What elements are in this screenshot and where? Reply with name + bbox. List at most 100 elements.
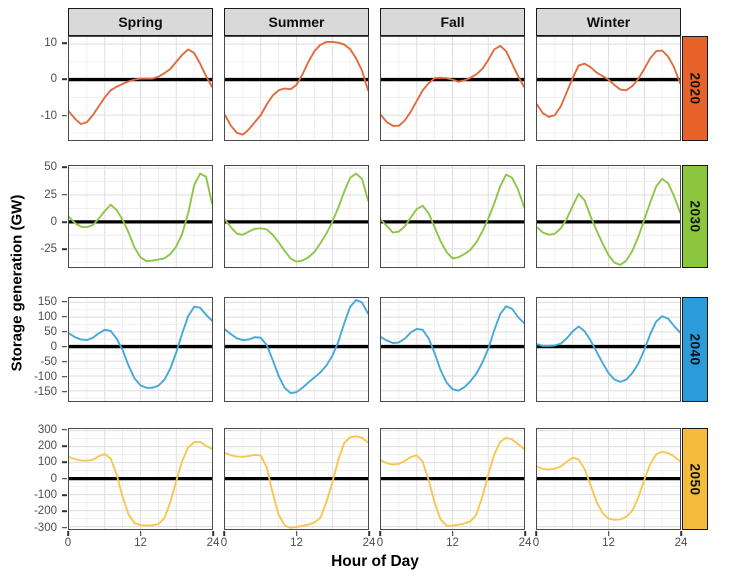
x-axis-ticks-summer: 0 12 24 (220, 531, 375, 551)
x-tick-label: 24 (674, 537, 688, 549)
y-tick-label: 0 (50, 73, 57, 86)
facet-strip-2030: 2030 (682, 165, 708, 268)
x-axis-ticks-fall: 0 12 24 (376, 531, 531, 551)
x-axis-ticks-spring: 0 12 24 (64, 531, 219, 551)
y-tick-mark (62, 375, 67, 378)
y-tick-mark (62, 526, 67, 529)
facet-header-winter: Winter (536, 8, 681, 36)
y-tick-label: 100 (37, 456, 57, 469)
x-tick-label: 24 (362, 537, 376, 549)
panel-2020-summer (224, 36, 369, 141)
panel-2020-winter (536, 36, 681, 141)
x-tick-mark (535, 531, 537, 536)
x-tick-label: 12 (446, 537, 459, 549)
y-tick-mark (62, 428, 67, 431)
panel-2030-spring (68, 165, 213, 268)
y-tick-mark (62, 494, 67, 496)
facet-header-spring: Spring (68, 8, 213, 36)
facet-header-fall: Fall (380, 8, 525, 36)
x-tick-mark (607, 531, 610, 536)
x-tick-mark (524, 531, 526, 536)
plot-2050-summer (225, 429, 368, 529)
panel-2050-winter (536, 428, 681, 530)
y-axis-ticks-2020: 10 0 -10 (0, 36, 68, 141)
x-tick-label: 0 (220, 537, 228, 549)
panel-2040-fall (380, 297, 525, 402)
x-tick-mark (295, 531, 298, 536)
y-tick-mark (62, 221, 67, 223)
y-tick-label: 0 (50, 215, 57, 228)
plot-2020-fall (381, 37, 524, 140)
plot-2020-spring (69, 37, 212, 140)
x-tick-label: 12 (290, 537, 303, 549)
x-tick-label: 24 (518, 537, 532, 549)
y-tick-label: -150 (33, 385, 57, 398)
x-tick-mark (212, 531, 214, 536)
x-tick-label: 12 (602, 537, 615, 549)
y-tick-mark (62, 477, 67, 480)
panel-2030-fall (380, 165, 525, 268)
y-tick-label: -10 (40, 109, 57, 122)
facet-strip-2040-label: 2040 (687, 333, 703, 366)
facet-strip-2020: 2020 (682, 36, 708, 141)
x-tick-label: 0 (376, 537, 384, 549)
y-tick-label: 50 (44, 161, 57, 174)
plot-2030-spring (69, 166, 212, 267)
y-tick-mark (62, 390, 67, 393)
y-tick-label: 0 (50, 472, 57, 485)
x-tick-label: 12 (134, 537, 147, 549)
y-tick-mark (62, 78, 67, 81)
plot-2020-winter (537, 37, 680, 140)
y-tick-mark (62, 510, 67, 513)
panel-2050-fall (380, 428, 525, 530)
y-tick-mark (62, 315, 67, 318)
y-tick-mark (62, 166, 67, 168)
y-tick-label: -300 (33, 521, 57, 534)
y-tick-mark (62, 330, 67, 333)
y-tick-mark (62, 360, 67, 363)
y-tick-mark (62, 461, 67, 464)
y-tick-label: 25 (44, 188, 57, 201)
y-tick-label: -100 (33, 488, 57, 501)
plot-2050-fall (381, 429, 524, 529)
y-tick-label: -100 (33, 370, 57, 383)
facet-header-summer: Summer (224, 8, 369, 36)
x-tick-mark (223, 531, 225, 536)
y-tick-label: 50 (44, 325, 57, 338)
x-tick-mark (67, 531, 69, 536)
y-tick-mark (62, 445, 67, 447)
plot-2050-winter (537, 429, 680, 529)
x-axis-ticks-winter: 0 12 24 (533, 531, 687, 551)
y-axis-ticks-2050: 300 200 100 0 -100 -200 -300 (0, 424, 68, 534)
x-tick-mark (379, 531, 381, 536)
y-tick-mark (62, 42, 67, 45)
x-tick-mark (368, 531, 370, 536)
y-tick-mark (62, 300, 67, 303)
y-tick-label: 10 (44, 37, 57, 50)
x-tick-mark (680, 531, 682, 536)
y-tick-label: 150 (37, 295, 57, 308)
plot-2040-spring (69, 298, 212, 401)
x-tick-label: 0 (64, 537, 72, 549)
facet-strip-2040: 2040 (682, 297, 708, 402)
x-tick-mark (139, 531, 142, 536)
y-tick-mark (62, 248, 67, 251)
y-tick-label: 100 (37, 310, 57, 323)
y-tick-mark (62, 193, 67, 196)
y-tick-label: -200 (33, 505, 57, 518)
facet-strip-2050: 2050 (682, 428, 708, 530)
panel-2020-fall (380, 36, 525, 141)
facet-strip-2030-label: 2030 (687, 200, 703, 233)
facet-strip-2050-label: 2050 (687, 462, 703, 496)
y-tick-label: -25 (40, 243, 57, 256)
y-tick-label: 300 (37, 423, 57, 436)
y-axis-ticks-2030: 50 25 0 -25 (0, 161, 68, 268)
y-tick-label: 200 (37, 439, 57, 452)
plot-2040-summer (225, 298, 368, 401)
x-tick-mark (451, 531, 454, 536)
facet-strip-2020-label: 2020 (687, 72, 703, 105)
plot-2050-spring (69, 429, 212, 529)
plot-2030-winter (537, 166, 680, 267)
panel-2030-winter (536, 165, 681, 268)
y-tick-label: -50 (40, 355, 57, 368)
